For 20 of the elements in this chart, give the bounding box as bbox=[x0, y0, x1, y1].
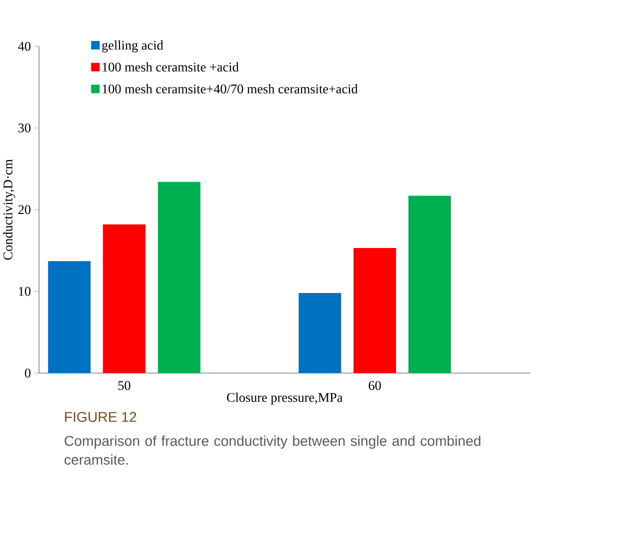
caption: FIGURE 12 bbox=[65, 412, 136, 422]
y-tick-label: 20 bbox=[18, 205, 30, 214]
legend-label: 100 mesh ceramsite+40/70 mesh ceramsite+acid bbox=[102, 84, 358, 94]
bar bbox=[158, 182, 200, 374]
bar bbox=[354, 248, 396, 374]
x-tick-label: 60 bbox=[368, 381, 381, 390]
x-tick-label: 50 bbox=[118, 381, 130, 390]
legend-label: 100 mesh ceramsite +acid bbox=[102, 62, 239, 72]
y-tick-label: 10 bbox=[18, 287, 30, 296]
bar bbox=[102, 224, 146, 374]
y-tick-label: 30 bbox=[18, 124, 30, 133]
legend-label: gelling acid bbox=[102, 40, 164, 53]
text: Comparison of fracture conductivity between single and combined ceramsite. bbox=[64, 436, 480, 465]
bar bbox=[408, 196, 451, 374]
y-tick-label: 40 bbox=[18, 42, 30, 51]
bar bbox=[48, 261, 91, 374]
y-tick-label: 0 bbox=[24, 368, 30, 378]
x-axis-title: Closure pressure,MPa bbox=[226, 392, 343, 405]
y-axis-title: Conductivity,D·cm bbox=[3, 159, 16, 260]
bar bbox=[298, 293, 342, 374]
